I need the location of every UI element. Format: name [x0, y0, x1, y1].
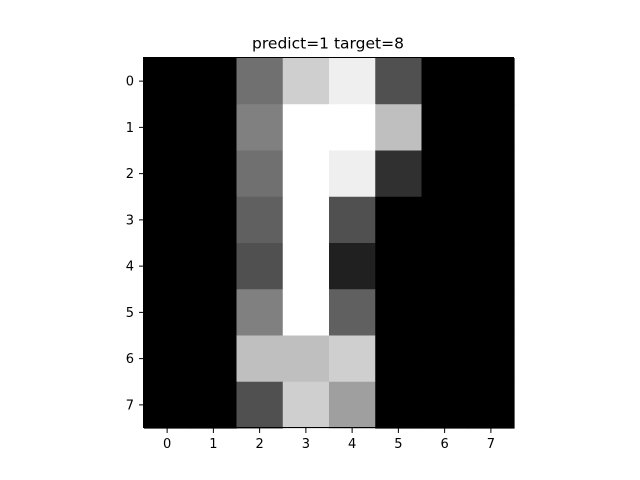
heatmap-cell-r6-c3	[282, 335, 330, 383]
y-tick-label: 7	[126, 398, 134, 413]
y-tick-label: 5	[126, 306, 134, 321]
heatmap-cell-r2-c3	[282, 150, 330, 198]
heatmap-cell-r7-c7	[467, 381, 515, 429]
heatmap-cell-r3-c2	[236, 196, 284, 244]
heatmap-cell-r4-c0	[144, 243, 191, 290]
heatmap-cell-r7-c2	[236, 381, 284, 429]
heatmap-cell-r4-c4	[329, 243, 376, 290]
heatmap-cell-r6-c0	[144, 335, 191, 383]
heatmap-cell-r2-c7	[467, 150, 515, 198]
heatmap-cell-r0-c4	[329, 58, 376, 105]
heatmap-cell-r4-c3	[282, 243, 330, 290]
heatmap-cell-r7-c0	[144, 381, 191, 429]
heatmap-cell-r4-c7	[467, 243, 515, 290]
heatmap-cell-r7-c6	[421, 381, 469, 429]
heatmap-cell-r5-c0	[144, 289, 191, 337]
heatmap-cell-r2-c1	[190, 150, 238, 198]
x-tick-label: 2	[255, 437, 263, 452]
y-tick-label: 0	[126, 75, 134, 90]
heatmap-cell-r0-c2	[236, 58, 284, 105]
x-tick-label: 4	[348, 437, 356, 452]
heatmap-cell-r5-c6	[421, 289, 469, 337]
heatmap-cell-r3-c3	[282, 196, 330, 244]
heatmap-cell-r6-c5	[375, 335, 423, 383]
heatmap-cell-r5-c7	[467, 289, 515, 337]
heatmap-cell-r1-c0	[144, 104, 191, 152]
x-tick-label: 0	[163, 437, 171, 452]
x-tick-label: 5	[394, 437, 402, 452]
y-tick-label: 1	[126, 121, 134, 136]
heatmap-cell-r3-c4	[329, 196, 376, 244]
heatmap-cell-r0-c0	[144, 58, 191, 105]
heatmap-cell-r1-c1	[190, 104, 238, 152]
heatmap-cell-r2-c0	[144, 150, 191, 198]
heatmap-cell-r5-c4	[329, 289, 376, 337]
heatmap-cell-r6-c7	[467, 335, 515, 383]
heatmap-cell-r1-c3	[282, 104, 330, 152]
y-tick-label: 4	[126, 260, 134, 275]
y-tick-label: 3	[126, 213, 134, 228]
y-axis: 0 1 2 3 4 5 6 7	[126, 75, 144, 413]
heatmap-cell-r5-c3	[282, 289, 330, 337]
heatmap-cell-r1-c6	[421, 104, 469, 152]
heatmap-cell-r3-c1	[190, 196, 238, 244]
heatmap-cell-r4-c6	[421, 243, 469, 290]
heatmap-cell-r0-c1	[190, 58, 238, 105]
heatmap-cell-r5-c5	[375, 289, 423, 337]
heatmap-cell-r1-c4	[329, 104, 376, 152]
heatmap-cell-r6-c2	[236, 335, 284, 383]
heatmap-cell-r1-c5	[375, 104, 423, 152]
heatmap-cell-r6-c6	[421, 335, 469, 383]
heatmap-cell-r0-c6	[421, 58, 469, 105]
heatmap-cell-r2-c4	[329, 150, 376, 198]
heatmap-cell-r1-c2	[236, 104, 284, 152]
heatmap-cell-r3-c6	[421, 196, 469, 244]
heatmap-cell-r4-c1	[190, 243, 238, 290]
x-tick-label: 3	[302, 437, 310, 452]
heatmap-cell-r3-c7	[467, 196, 515, 244]
heatmap-cell-r2-c2	[236, 150, 284, 198]
x-axis: 0 1 2 3 4 5 6 7	[163, 428, 495, 452]
heatmap-cell-r0-c7	[467, 58, 515, 105]
heatmap-cell-r7-c4	[329, 381, 376, 429]
heatmap-cell-r7-c3	[282, 381, 330, 429]
heatmap-cell-r4-c2	[236, 243, 284, 290]
heatmap-cell-r1-c7	[467, 104, 515, 152]
heatmap-cell-r2-c5	[375, 150, 423, 198]
plot-frame	[143, 57, 514, 428]
x-tick-label: 6	[440, 437, 448, 452]
heatmap-cell-r0-c3	[282, 58, 330, 105]
x-tick-label: 7	[487, 437, 495, 452]
heatmap-cells	[144, 58, 515, 429]
heatmap-cell-r5-c1	[190, 289, 238, 337]
y-tick-label: 6	[126, 352, 134, 367]
heatmap-cell-r6-c4	[329, 335, 376, 383]
heatmap-cell-r3-c0	[144, 196, 191, 244]
y-tick-label: 2	[126, 167, 134, 182]
heatmap-cell-r3-c5	[375, 196, 423, 244]
heatmap-cell-r7-c1	[190, 381, 238, 429]
heatmap-cell-r7-c5	[375, 381, 423, 429]
heatmap-cell-r0-c5	[375, 58, 423, 105]
heatmap-cell-r4-c5	[375, 243, 423, 290]
heatmap-cell-r5-c2	[236, 289, 284, 337]
chart-title: predict=1 target=8	[252, 35, 404, 53]
x-tick-label: 1	[209, 437, 217, 452]
heatmap-cell-r6-c1	[190, 335, 238, 383]
heatmap-cell-r2-c6	[421, 150, 469, 198]
